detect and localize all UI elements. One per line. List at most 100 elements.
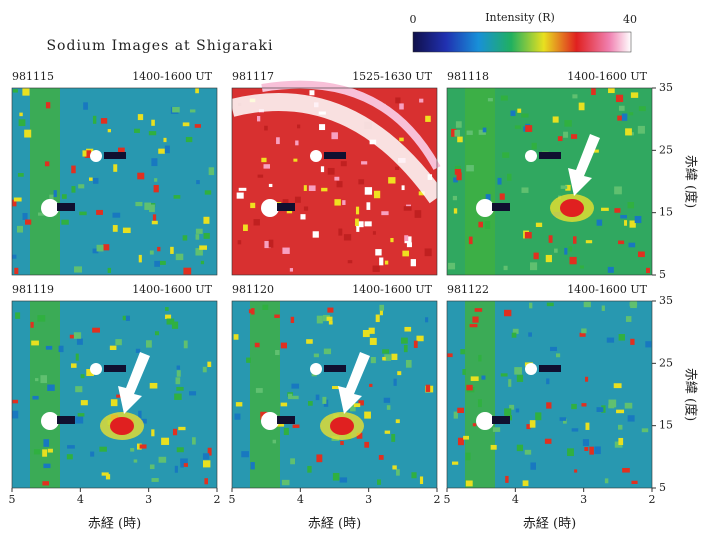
star-mask [104,365,126,372]
speckle [457,137,463,143]
speckle [136,349,140,353]
speckle [149,131,156,135]
speckle [376,315,380,323]
speckle [275,350,279,355]
speckle [32,396,38,400]
speckle [528,332,532,336]
speckle [453,196,457,200]
speckle [184,341,188,349]
speckle [101,118,107,124]
speckle [596,407,603,412]
panel-date: 981120 [232,283,274,296]
speckle [625,128,632,135]
speckle [385,261,388,265]
speckle [381,211,388,215]
speckle [18,173,24,177]
speckle [281,343,287,349]
speckle [622,114,627,121]
speckle [387,405,391,410]
speckle [137,173,144,180]
speckle [454,130,460,137]
speckle [370,338,377,345]
speckle [501,373,508,376]
speckle [391,434,395,442]
x-axis-label: 赤経 (時) [88,517,141,532]
speckle [340,477,347,482]
speckle [591,88,596,95]
speckle [113,225,118,232]
speckle [290,268,293,272]
speckle [568,246,572,251]
star-mask [57,203,75,211]
speckle [199,245,207,249]
speckle [574,469,577,472]
speckle [546,378,549,384]
star-mask [324,365,346,372]
speckle [293,425,300,428]
speckle [152,478,159,482]
speckle [567,448,574,456]
speckle [333,473,340,481]
bright-star [525,363,537,375]
x-tick-label: 5 [9,493,16,506]
speckle [392,465,396,469]
speckle [619,106,625,111]
speckle [594,446,600,454]
speckle [382,349,389,353]
x-tick-label: 2 [214,493,221,506]
bright-star [41,412,59,430]
speckle [454,208,457,213]
speckle [196,229,203,234]
speckle [508,379,511,387]
speckle [560,417,567,421]
speckle [385,431,390,434]
panel-date: 981119 [12,283,54,296]
speckle [170,247,174,254]
speckle [377,479,381,484]
speckle [34,449,40,454]
speckle [448,263,455,270]
speckle [264,126,268,131]
x-tick-label: 3 [365,493,372,506]
speckle [501,96,508,101]
speckle [37,315,45,322]
speckle [201,261,204,264]
speckle [601,208,609,211]
speckle [195,88,199,93]
speckle [304,206,308,210]
speckle [364,442,369,448]
bright-star [90,363,102,375]
y-axis-label: 赤緯 (度) [683,155,699,208]
speckle [466,481,473,487]
speckle [390,238,393,242]
speckle [478,222,483,228]
speckle [388,177,395,183]
speckle [243,225,248,231]
speckle [300,214,305,219]
speckle [366,202,370,210]
speckle [369,328,375,334]
speckle [478,399,482,407]
speckle [624,220,627,226]
speckle [173,429,177,435]
speckle [361,161,367,164]
speckle [404,206,412,211]
sodium-spot [110,417,134,435]
speckle [354,403,360,407]
speckle [43,439,49,447]
speckle [558,136,563,141]
speckle [35,378,38,381]
speckle [515,125,521,128]
speckle [369,384,372,387]
speckle [614,383,622,388]
speckle [462,369,466,375]
speckle [61,220,68,225]
speckle [12,255,16,259]
speckle [391,354,397,360]
speckle [59,346,64,352]
speckle [152,221,158,225]
speckle [481,376,485,380]
speckle [190,109,195,112]
speckle [622,468,630,473]
speckle [356,207,359,215]
